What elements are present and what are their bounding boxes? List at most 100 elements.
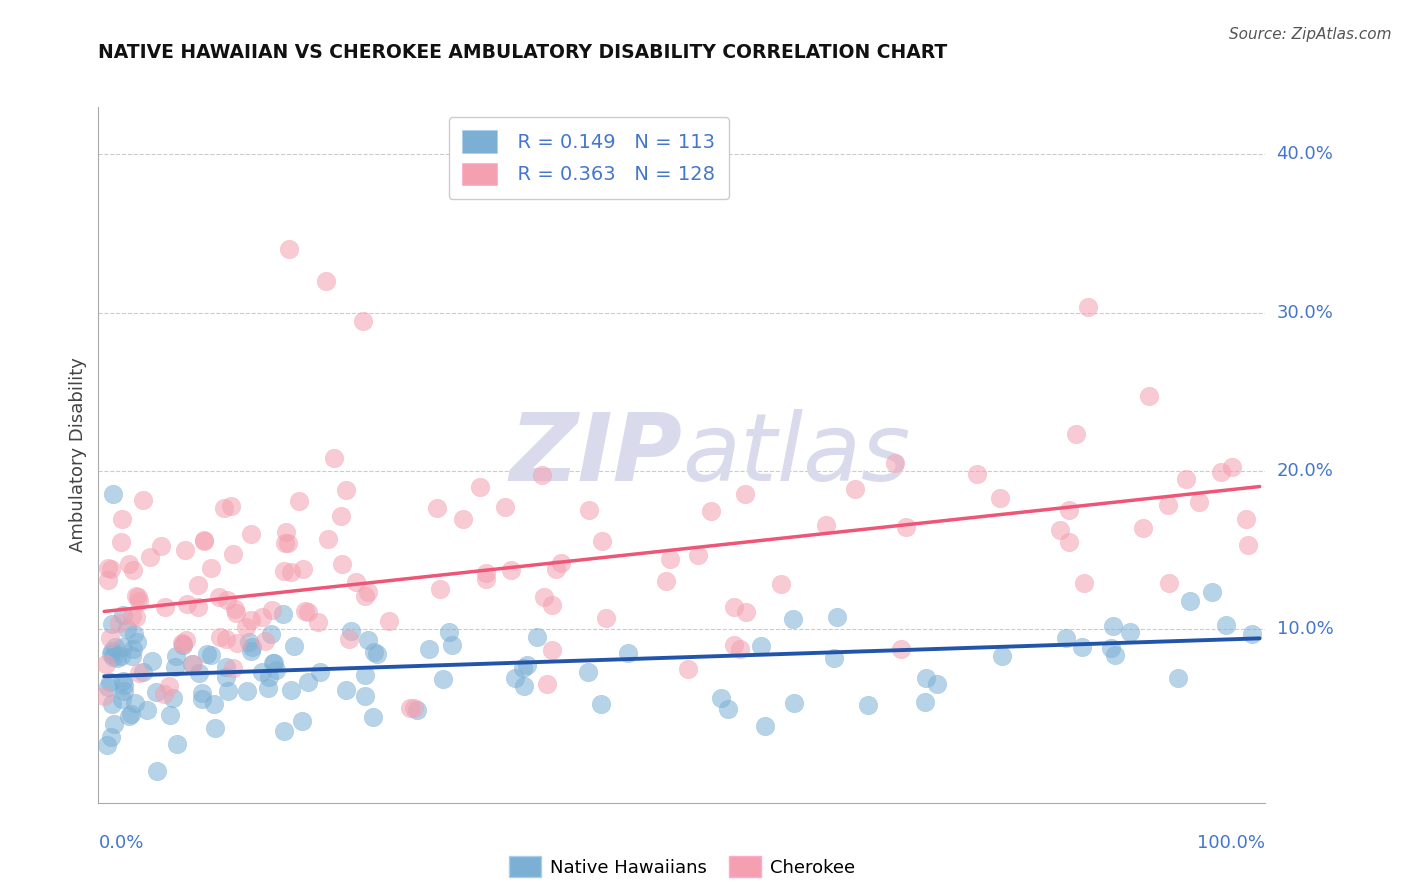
Point bbox=[262, 656, 284, 670]
Point bbox=[100, 632, 122, 646]
Text: 40.0%: 40.0% bbox=[1277, 145, 1333, 163]
Point bbox=[191, 686, 214, 700]
Point bbox=[988, 491, 1011, 505]
Point bbox=[825, 609, 848, 624]
Point bbox=[354, 589, 377, 603]
Point bbox=[187, 599, 209, 614]
Point bbox=[475, 572, 498, 586]
Point bbox=[118, 709, 141, 723]
Point bbox=[111, 640, 134, 655]
Text: ZIP: ZIP bbox=[509, 409, 682, 501]
Point bbox=[262, 603, 284, 617]
Point bbox=[195, 647, 218, 661]
Point bbox=[815, 517, 838, 532]
Point bbox=[440, 638, 463, 652]
Point bbox=[103, 717, 125, 731]
Point bbox=[157, 680, 180, 694]
Point bbox=[307, 615, 329, 629]
Point bbox=[239, 613, 262, 627]
Point bbox=[165, 660, 187, 674]
Point bbox=[1215, 618, 1237, 632]
Point bbox=[273, 564, 295, 578]
Point bbox=[111, 511, 134, 525]
Point bbox=[1064, 427, 1087, 442]
Point bbox=[101, 644, 124, 658]
Point bbox=[187, 666, 209, 681]
Point bbox=[165, 648, 187, 663]
Point bbox=[264, 663, 287, 677]
Point bbox=[118, 557, 141, 571]
Point bbox=[235, 619, 257, 633]
Point bbox=[288, 493, 311, 508]
Point bbox=[172, 636, 194, 650]
Point bbox=[100, 562, 122, 576]
Point bbox=[291, 562, 314, 576]
Text: 0.0%: 0.0% bbox=[98, 834, 143, 852]
Point bbox=[97, 681, 120, 695]
Point bbox=[735, 605, 758, 619]
Point bbox=[335, 483, 357, 498]
Point bbox=[723, 599, 745, 614]
Point bbox=[257, 670, 280, 684]
Point bbox=[399, 701, 422, 715]
Point bbox=[890, 642, 912, 657]
Point bbox=[112, 678, 135, 692]
Point bbox=[991, 649, 1014, 664]
Point bbox=[100, 675, 122, 690]
Point bbox=[316, 532, 339, 546]
Point bbox=[783, 696, 806, 710]
Point bbox=[782, 612, 804, 626]
Point bbox=[1137, 389, 1160, 403]
Point bbox=[1073, 576, 1095, 591]
Point bbox=[112, 684, 135, 698]
Point bbox=[115, 623, 138, 637]
Point bbox=[236, 684, 259, 698]
Point bbox=[475, 566, 498, 580]
Point bbox=[1209, 465, 1232, 479]
Point bbox=[340, 624, 363, 639]
Point bbox=[181, 657, 204, 672]
Point bbox=[531, 467, 554, 482]
Point bbox=[966, 467, 988, 482]
Point bbox=[146, 764, 169, 779]
Point bbox=[122, 563, 145, 577]
Point bbox=[215, 632, 238, 647]
Point bbox=[526, 630, 548, 644]
Point bbox=[124, 696, 146, 710]
Point bbox=[145, 685, 167, 699]
Point bbox=[578, 503, 600, 517]
Point bbox=[263, 656, 285, 670]
Point bbox=[94, 657, 117, 671]
Text: 10.0%: 10.0% bbox=[1277, 620, 1333, 638]
Point bbox=[512, 661, 534, 675]
Point bbox=[107, 615, 129, 630]
Point bbox=[468, 479, 491, 493]
Point bbox=[110, 648, 132, 663]
Point bbox=[1159, 575, 1181, 590]
Point bbox=[1059, 503, 1081, 517]
Point bbox=[323, 450, 346, 465]
Text: 20.0%: 20.0% bbox=[1277, 462, 1333, 480]
Point bbox=[101, 487, 124, 501]
Point bbox=[191, 691, 214, 706]
Point bbox=[1237, 538, 1260, 552]
Point bbox=[240, 527, 263, 541]
Point bbox=[344, 574, 367, 589]
Point bbox=[276, 524, 298, 539]
Point bbox=[1188, 495, 1211, 509]
Point bbox=[824, 650, 846, 665]
Point bbox=[240, 640, 263, 655]
Point bbox=[260, 627, 283, 641]
Point bbox=[277, 536, 299, 550]
Point bbox=[121, 608, 143, 623]
Point bbox=[141, 654, 163, 668]
Text: atlas: atlas bbox=[682, 409, 910, 500]
Point bbox=[734, 487, 756, 501]
Point bbox=[100, 731, 122, 745]
Point bbox=[132, 492, 155, 507]
Point bbox=[153, 600, 176, 615]
Point bbox=[222, 661, 245, 675]
Point bbox=[280, 565, 302, 579]
Point bbox=[111, 674, 134, 689]
Point bbox=[150, 539, 173, 553]
